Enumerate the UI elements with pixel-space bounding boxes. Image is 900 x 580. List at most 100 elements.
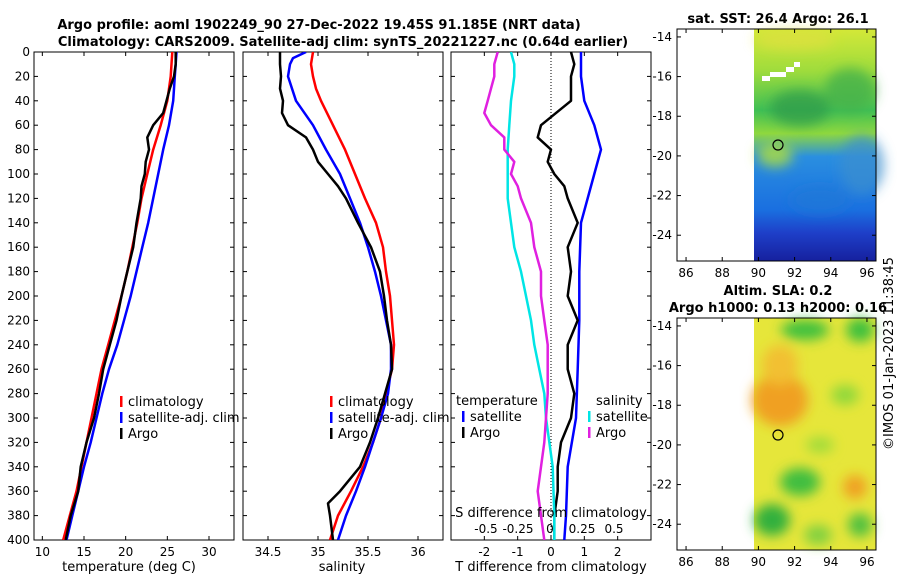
temperature-panel: 0 20 40 60 80 100 120 140 160 180 200 220 240 260 280 3… [7,45,240,575]
timestamp-stamp: ©IMOS 01-Jan-2023 11:38:45 [882,257,897,450]
s-difference-xlabel: S difference from climatology [455,506,647,521]
depth-ticks [243,51,443,541]
temperature-lines [61,52,178,540]
depth-tick-label: 120 [7,191,30,205]
lon-tick-label: 86 [678,266,693,280]
sla-heatmap [752,318,876,550]
lat-tick-label: -24 [652,517,672,531]
legend-swatch-s-satellite [588,411,591,422]
series-line-temperature-satellite [563,52,603,540]
lat-tick-label: -22 [652,478,672,492]
temperature-diff-legend: temperature satellite Argo [456,394,538,441]
sst-heatmap [754,29,884,261]
depth-tick-label: 0 [22,45,30,59]
depth-tick-label: 200 [7,289,30,303]
sla-map-title-2: Argo h1000: 0.13 h2000: 0.16 [669,301,887,316]
lat-tick-label: -16 [652,70,672,84]
legend-swatch-argo [120,428,123,439]
legend-label: Argo [338,427,368,442]
depth-tick-label: 140 [7,216,30,230]
lat-tick-label: -20 [652,149,672,163]
legend-swatch-climatology [330,396,333,407]
x-tick-label: 0 [547,545,555,559]
sst-missing-pixel [762,76,770,81]
legend-label: Argo [596,426,626,441]
salinity-legend: climatology satellite-adj. clim Argo [330,395,450,442]
series-line-satellite-adj-clim [286,52,393,540]
depth-tick-label: 100 [7,167,30,181]
legend-title: temperature [456,394,538,409]
sst-missing-pixel [794,62,800,67]
legend-label: satellite-adj. clim [128,411,240,426]
s-tick-label: -0.5 [474,522,497,536]
depth-tick-label: 40 [15,94,30,108]
lat-tick-label: -14 [652,30,672,44]
salinity-panel: 34.5 35 35.5 36 salinity climatology satell… [242,51,450,575]
sla-axes-frame [676,317,877,551]
lon-tick-label: 90 [751,266,766,280]
salinity-diff-legend: salinity satellite Argo [588,394,648,441]
t-difference-ticks: -2 -1 0 1 2 [478,52,621,559]
depth-tick-label: 180 [7,265,30,279]
lat-tick-label: -18 [652,398,672,412]
depth-tick-label: 320 [7,435,30,449]
x-tick-label: 34.5 [255,545,282,559]
lat-tick-label: -24 [652,228,672,242]
legend-swatch-argo [330,428,333,439]
lat-tick-label: -22 [652,189,672,203]
s-tick-label: 0.5 [604,522,623,536]
depth-tick-label: 220 [7,313,30,327]
x-tick-label: 15 [76,545,91,559]
salinity-xlabel: salinity [319,560,366,575]
depth-tick-label: 80 [15,143,30,157]
legend-label: climatology [128,395,204,410]
legend-swatch-climatology [120,396,123,407]
sst-missing-pixel [770,72,786,77]
depth-tick-label: 240 [7,338,30,352]
salinity-lines [278,52,396,540]
depth-tick-label: 160 [7,240,30,254]
sla-ticks: 86 88 90 92 94 96 -14 -16 -18 -20 -22 -24 [652,318,876,569]
depth-tick-label: 20 [15,69,30,83]
legend-label: Argo [470,426,500,441]
difference-lines [483,52,603,540]
x-tick-label: 20 [118,545,133,559]
difference-panel: -2 -1 0 1 2 T difference from climatology S … [450,51,652,575]
legend-label: satellite [596,410,648,425]
depth-ticks: 0 20 40 60 80 100 120 140 160 180 200 220 240 260 280 3… [7,45,234,547]
x-tick-label: -1 [512,545,524,559]
lat-tick-label: -18 [652,109,672,123]
lon-tick-label: 96 [859,555,874,569]
depth-tick-label: 60 [15,118,30,132]
s-tick-label: -0.25 [502,522,533,536]
sst-ticks: 86 88 90 92 94 96 -14 -16 -18 -20 -22 -24 [652,29,876,280]
lat-tick-label: -16 [652,359,672,373]
sla-texture [752,318,874,545]
sla-map-panel: Altim. SLA: 0.2 Argo h1000: 0.13 h2000: … [652,284,887,569]
series-line-argo [278,52,394,540]
legend-label: satellite [470,410,522,425]
lon-tick-label: 94 [823,266,838,280]
salinity-axes-frame [242,51,444,541]
depth-tick-label: 340 [7,460,30,474]
lon-tick-label: 90 [751,555,766,569]
series-line-temperature-argo [536,52,579,540]
s-difference-ticks: -0.5 -0.25 0 0.25 0.5 [474,522,623,536]
argo-position-marker [772,139,784,151]
title-line2: Climatology: CARS2009. Satellite-adj cli… [58,35,628,50]
depth-tick-label: 280 [7,387,30,401]
x-tick-label: 25 [160,545,175,559]
lon-tick-label: 88 [715,555,730,569]
sst-map-panel: sat. SST: 26.4 Argo: 26.1 86 88 90 92 94 96 -1… [652,12,884,280]
x-tick-label: 30 [201,545,216,559]
lon-tick-label: 88 [715,266,730,280]
series-line-satellite-adj-clim [65,52,178,540]
legend-label: Argo [128,427,158,442]
lon-tick-label: 92 [787,266,802,280]
depth-tick-label: 400 [7,533,30,547]
t-difference-xlabel: T difference from climatology [454,560,647,575]
x-tick-label: 35.5 [355,545,382,559]
temperature-ticks: 10 15 20 25 30 [35,52,217,559]
legend-swatch-t-argo [462,427,465,438]
